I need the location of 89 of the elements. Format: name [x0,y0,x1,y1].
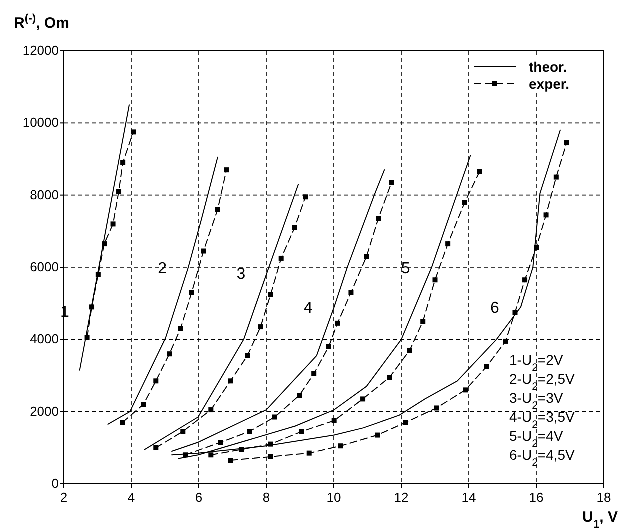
x-tick-label: 2 [60,490,68,505]
y-tick-label: 8000 [30,187,59,202]
point [512,310,518,316]
point [407,348,412,353]
y-tick-label: 12000 [22,43,59,58]
point [141,402,146,408]
point [228,458,234,464]
point [102,242,107,247]
y-axis-title: R$^{(-)}$, Om [14,13,70,32]
point [208,408,214,413]
y-tick-label: 2000 [30,404,59,419]
point [446,242,451,247]
y-tick-label: 4000 [30,332,59,347]
point [167,352,172,357]
point [245,353,250,358]
point [299,429,304,434]
x-tick-label: 12 [394,490,409,505]
point [389,180,394,186]
point [364,254,370,260]
point [224,168,230,173]
point [208,452,214,458]
point [218,440,224,446]
annotation: 6 [490,300,500,318]
point [387,375,392,380]
point [420,319,426,324]
point [477,169,482,174]
point [297,393,302,398]
y-tick-label: 0 [52,476,59,491]
annotation: 3 [236,266,246,283]
point [90,304,95,310]
point [332,418,337,424]
legend-label: exper. [529,76,570,92]
legend-label: theor. [529,59,568,75]
point [434,406,440,411]
point [312,371,317,376]
point [375,432,380,438]
point [228,378,234,384]
point [534,245,539,250]
point [278,256,284,261]
x-tick-label: 10 [326,490,342,505]
y-tick-label: 6000 [30,260,59,274]
point [154,445,159,450]
point [272,414,278,420]
point [554,174,559,180]
point [376,216,382,222]
point [564,140,570,146]
point [131,130,136,135]
point [360,396,366,402]
point [180,429,186,434]
point [303,194,308,200]
point [292,225,298,230]
point [116,189,122,194]
x-tick-label: 8 [262,490,270,505]
point [432,278,438,283]
point [326,344,332,350]
y-tick-label: 10000 [22,115,59,130]
x-tick-label: 18 [596,490,612,505]
point [120,160,126,166]
x-tick-label: 4 [128,490,136,505]
point [348,290,354,296]
x-tick-label: 6 [195,490,203,505]
point [268,292,274,298]
point [338,444,344,449]
x-axis-title: U$_{1}$, V [582,509,618,528]
point [463,388,468,393]
point [154,378,159,384]
point [178,326,184,332]
point [268,454,274,460]
point [403,420,408,426]
point [544,212,549,218]
point [110,222,116,227]
x-tick-label: 16 [529,490,544,505]
point [189,290,194,296]
point [522,278,528,283]
point [215,207,220,212]
x-tick-label: 14 [462,490,476,505]
point [258,324,264,330]
point [96,272,101,278]
point [120,420,126,426]
point [306,450,312,456]
point [503,338,508,344]
annotation: 2 [158,260,168,278]
point [335,320,340,326]
annotation: 4 [304,300,313,318]
point [462,200,468,206]
point [201,248,206,254]
point [84,335,90,340]
point [484,364,490,370]
point [247,429,252,434]
